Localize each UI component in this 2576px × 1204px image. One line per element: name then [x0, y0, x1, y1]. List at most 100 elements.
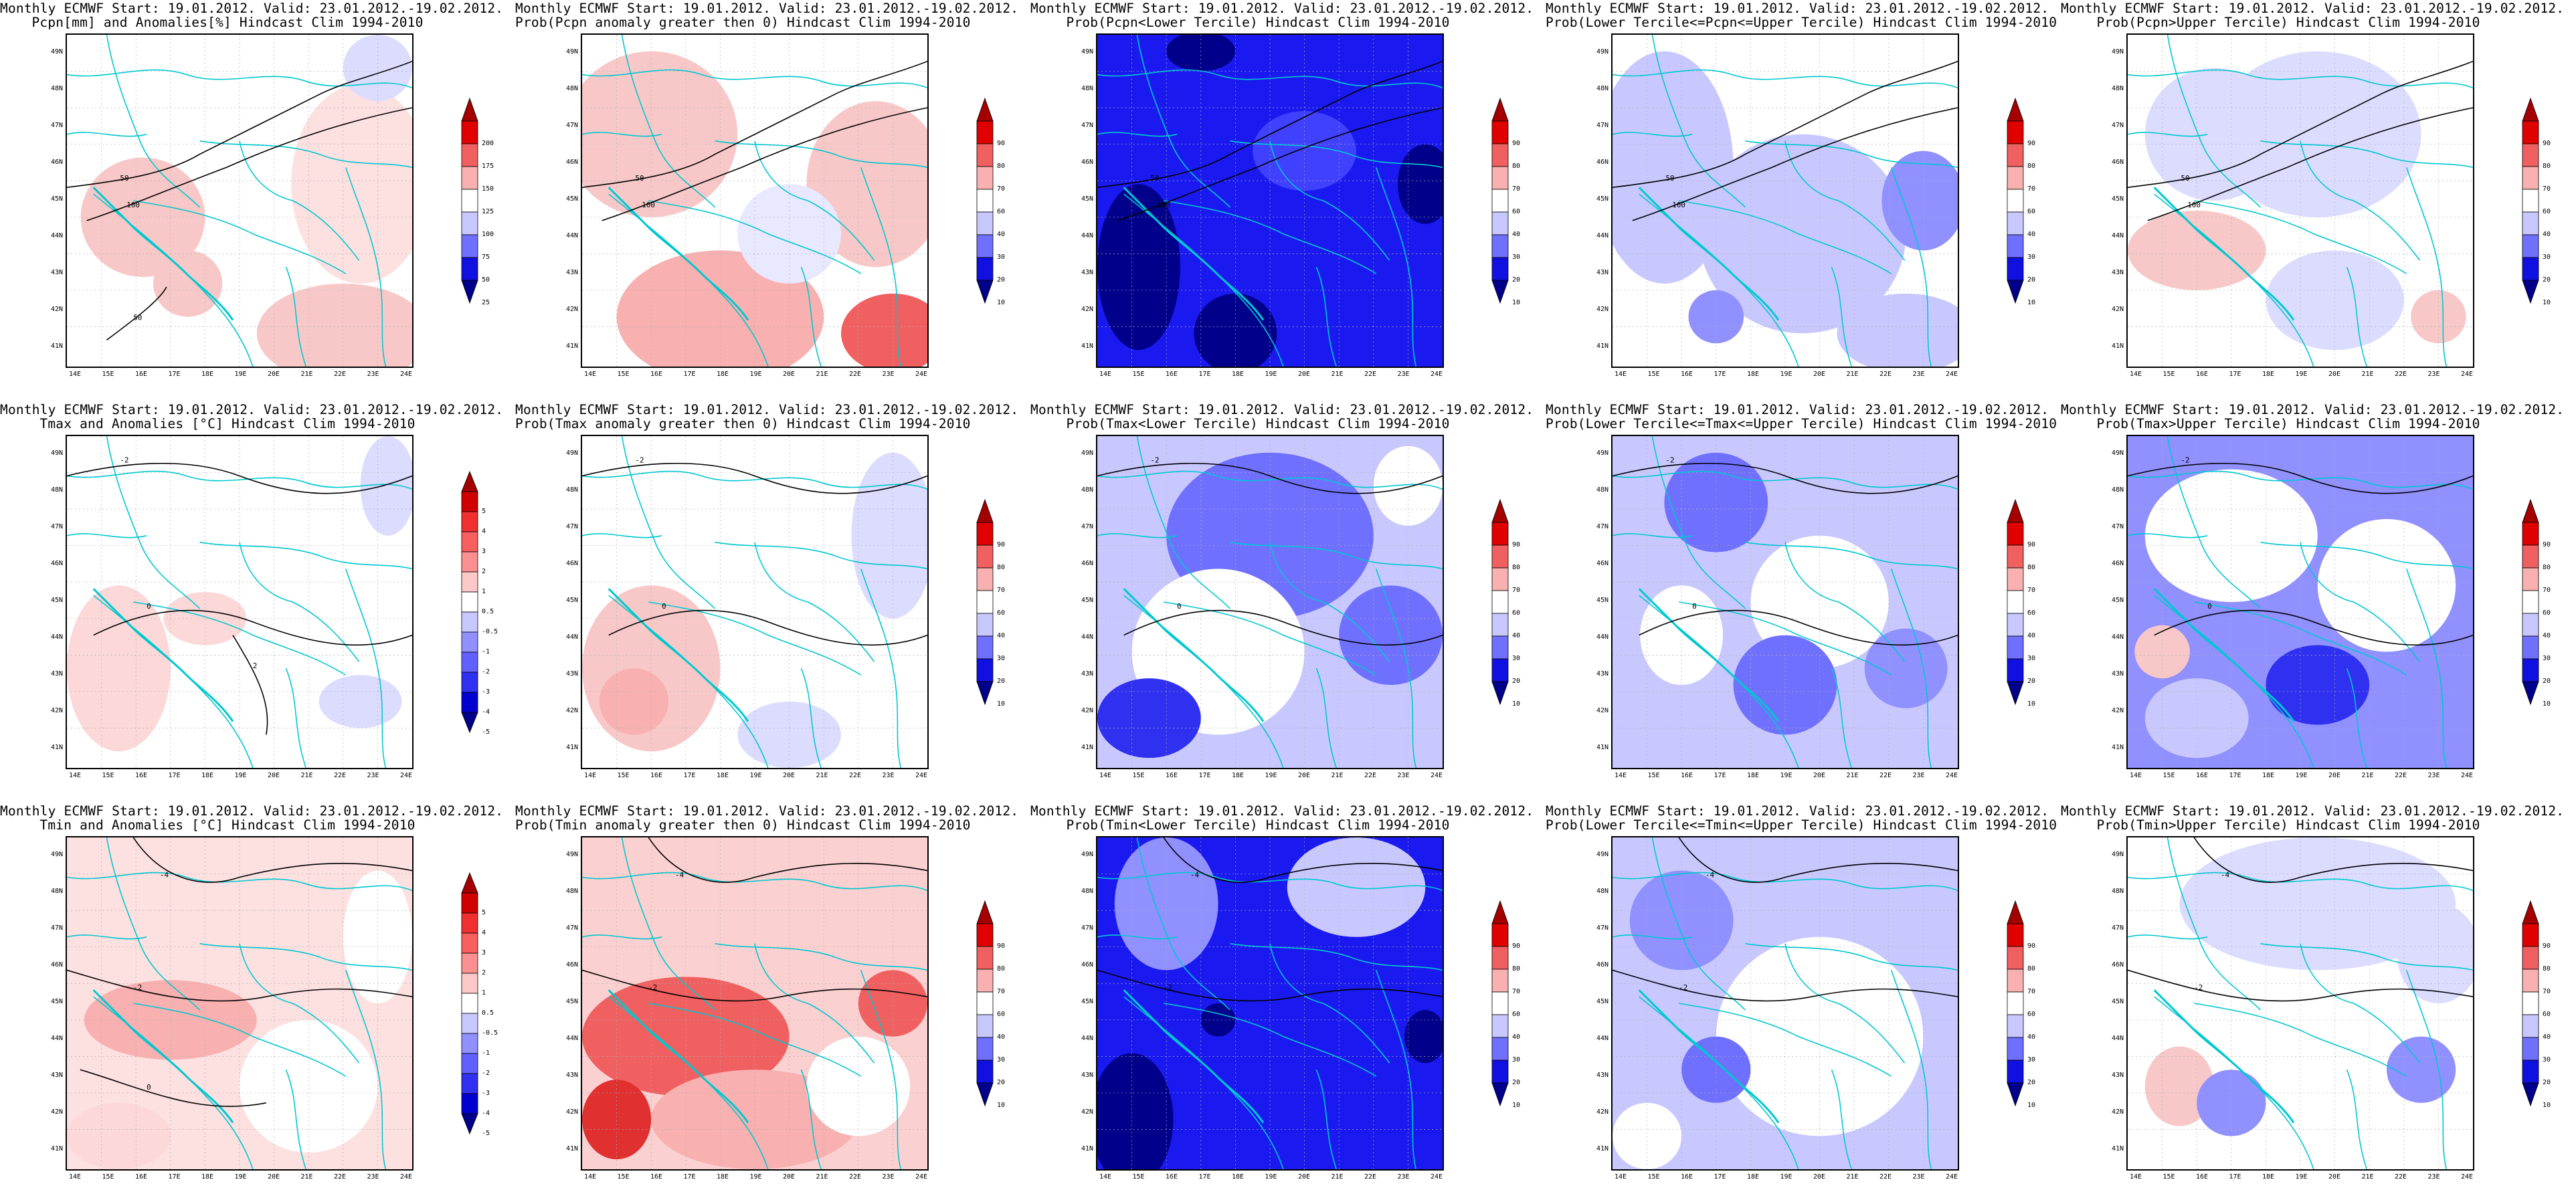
colorbar-tick-label: 10 [2543, 700, 2551, 708]
shaded-anomaly-region [2144, 1046, 2214, 1126]
latitude-tick-label: 49N [1081, 48, 1093, 56]
longitude-tick-label: 19E [2295, 1173, 2308, 1181]
shaded-anomaly-region [1097, 1053, 1174, 1169]
longitude-tick-label: 19E [749, 772, 762, 779]
contour-line [2128, 969, 2473, 1002]
latitude-tick-label: 46N [2111, 961, 2124, 969]
colorbar-tick-label: 10 [997, 1102, 1006, 1109]
longitude-tick-label: 15E [617, 1173, 630, 1181]
latitude-tick-label: 42N [1596, 1108, 1608, 1116]
country-border-line [1784, 140, 1906, 261]
colorbar-segment [2007, 211, 2024, 235]
latitude-tick-label: 48N [1081, 85, 1093, 92]
colorbar-segment [461, 511, 478, 532]
colorbar-segment [2522, 923, 2539, 947]
colorbar-segment [1491, 635, 1509, 660]
colorbar-tick-label: 20 [2543, 276, 2551, 284]
country-border-line [1891, 970, 1932, 1169]
colorbar-overflow-arrow [461, 872, 478, 894]
latitude-tick-label: 46N [50, 159, 63, 166]
longitude-tick-label: 19E [1265, 371, 1277, 378]
country-border-line [285, 1069, 306, 1169]
forecast-map: -2 0 [2126, 435, 2474, 769]
colorbar-segment [1491, 522, 1509, 546]
colorbar-tick-label: -0.5 [482, 1029, 498, 1037]
country-border-line [1315, 668, 1337, 768]
longitude-tick-label: 19E [749, 371, 762, 378]
latitude-tick-label: 49N [1596, 48, 1608, 56]
shaded-anomaly-region [256, 284, 412, 367]
longitude-tick-label: 17E [1714, 772, 1726, 779]
colorbar-tick-label: 200 [482, 140, 494, 147]
colorbar-segment [2007, 189, 2024, 213]
longitude-tick-label: 14E [1099, 1173, 1112, 1181]
country-border-line [1613, 69, 1958, 89]
country-border-line [582, 470, 927, 490]
latitude-tick-label: 43N [1596, 269, 1608, 276]
longitude-tick-label: 14E [1099, 772, 1112, 779]
latitude-tick-label: 44N [1081, 232, 1093, 239]
longitude-tick-label: 22E [1364, 371, 1377, 378]
country-border-line [1376, 970, 1417, 1169]
shaded-anomaly-region [1688, 290, 1744, 344]
colorbar-tick-label: 70 [997, 988, 1006, 995]
colorbar-tick-label: 90 [997, 541, 1006, 548]
contour-label: 50 [1150, 174, 1159, 183]
shaded-anomaly-region [1864, 628, 1948, 708]
colorbar-legend [2007, 900, 2024, 1107]
colorbar-tick-label: 80 [2543, 163, 2551, 170]
panel-title: Prob(Pcpn<Lower Tercile) Hindcast Clim 1… [1066, 15, 1450, 30]
longitude-tick-label: 17E [1198, 1173, 1211, 1181]
latitude-tick-label: 48N [2111, 888, 2124, 895]
colorbar-segment [2522, 1060, 2539, 1084]
contour-label: 100 [1672, 201, 1685, 209]
longitude-tick-label: 23E [1912, 1173, 1925, 1181]
longitude-tick-label: 16E [650, 371, 663, 378]
colorbar-legend [1491, 900, 1509, 1107]
latitude-tick-label: 41N [565, 744, 578, 751]
longitude-tick-label: 21E [816, 772, 828, 779]
country-border-line [1164, 200, 1377, 274]
latitude-tick-label: 48N [2111, 486, 2124, 494]
colorbar-tick-label: 60 [2027, 1011, 2036, 1018]
contour-label: -4 [1190, 871, 1200, 880]
colorbar-underflow-arrow [2522, 280, 2539, 304]
longitude-tick-label: 24E [1945, 1173, 1958, 1181]
latitude-tick-label: 43N [1596, 670, 1608, 678]
colorbar-segment [2007, 923, 2024, 947]
country-border-line [2167, 35, 2262, 208]
colorbar-tick-label: 90 [2543, 942, 2551, 950]
longitude-tick-label: 20E [2328, 772, 2341, 779]
longitude-tick-label: 16E [134, 1173, 148, 1181]
shaded-anomaly-region [2144, 678, 2249, 759]
forecast-map: -4 -2 [1611, 836, 1959, 1171]
latitude-tick-label: 46N [1596, 560, 1608, 567]
contour-line [648, 837, 927, 883]
country-border-line [2300, 140, 2421, 261]
panel-header-line: Monthly ECMWF Start: 19.01.2012. Valid: … [2061, 1, 2565, 16]
latitude-tick-label: 47N [565, 122, 578, 129]
colorbar-overflow-arrow [2522, 900, 2539, 924]
colorbar-segment [461, 672, 478, 693]
contour-label: 50 [635, 174, 644, 183]
longitude-tick-label: 20E [1297, 371, 1311, 378]
shaded-anomaly-region [1699, 134, 1906, 334]
colorbar-tick-label: -2 [482, 1070, 490, 1077]
colorbar-segment [2007, 613, 2024, 637]
country-border-line [1269, 943, 1390, 1064]
colorbar-tick-label: 80 [1512, 965, 1521, 973]
latitude-tick-label: 46N [1596, 159, 1608, 166]
country-border-line [67, 470, 412, 490]
colorbar-legend [976, 498, 994, 706]
latitude-tick-label: 44N [565, 1035, 578, 1042]
country-border-line [345, 167, 387, 367]
contour-label: 50 [2181, 174, 2189, 183]
longitude-tick-label: 14E [2129, 1173, 2142, 1181]
contour-label: 50 [1665, 174, 1674, 183]
forecast-map: -4 -2 [2126, 836, 2474, 1171]
colorbar-underflow-arrow [2522, 681, 2539, 706]
longitude-tick-label: 19E [234, 772, 247, 779]
longitude-tick-label: 17E [683, 1173, 696, 1181]
colorbar-tick-label: -5 [482, 728, 490, 736]
latitude-tick-label: 48N [1596, 888, 1608, 895]
